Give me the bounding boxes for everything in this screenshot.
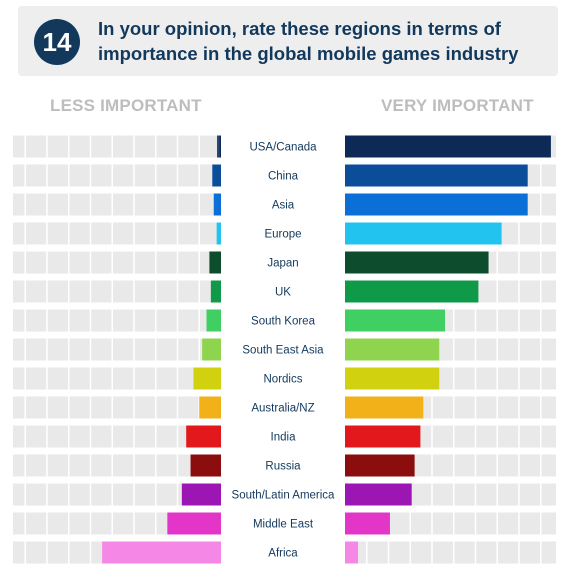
left-track [13, 367, 221, 390]
category-label: South/Latin America [232, 490, 336, 502]
question-number-badge: 14 [34, 19, 80, 65]
left-track [13, 251, 221, 274]
category-label: Middle East [253, 519, 314, 531]
left-track [13, 338, 221, 361]
right-track [345, 512, 556, 535]
right-axis-marker [345, 164, 349, 187]
left-axis-marker [217, 425, 221, 448]
left-axis-marker [217, 338, 221, 361]
left-track [13, 396, 221, 419]
bar-very-important [345, 251, 489, 274]
right-axis-marker [345, 135, 349, 158]
bar-very-important [345, 454, 415, 477]
left-track [13, 309, 221, 332]
left-axis-marker [217, 483, 221, 506]
category-label: USA/Canada [249, 142, 317, 154]
bar-very-important [345, 367, 440, 390]
right-axis-marker [345, 251, 349, 274]
bar-very-important [345, 222, 502, 245]
category-label: Europe [264, 229, 301, 241]
left-track [13, 222, 221, 245]
bar-very-important [345, 135, 551, 158]
category-label: Asia [272, 200, 295, 212]
bar-less-important [193, 367, 221, 390]
question-title: In your opinion, rate these regions in t… [98, 18, 519, 64]
bar-less-important [190, 454, 221, 477]
left-axis-marker [217, 454, 221, 477]
bar-less-important [209, 251, 221, 274]
right-axis-marker [345, 193, 349, 216]
left-axis-marker [217, 367, 221, 390]
bar-very-important [345, 193, 528, 216]
category-label: South Korea [251, 316, 316, 328]
left-axis-marker [217, 309, 221, 332]
left-track [13, 280, 221, 303]
right-axis-marker [345, 280, 349, 303]
right-axis-marker [345, 541, 349, 564]
right-axis-marker [345, 396, 349, 419]
bar-very-important [345, 396, 424, 419]
bar-less-important [212, 164, 221, 187]
category-label: Australia/NZ [251, 403, 314, 415]
category-label: Japan [267, 258, 298, 270]
very-important-label: VERY IMPORTANT [381, 96, 534, 115]
bar-very-important [345, 164, 528, 187]
right-axis-marker [345, 512, 349, 535]
left-axis-marker [217, 193, 221, 216]
left-axis-marker [217, 280, 221, 303]
bar-very-important [345, 483, 412, 506]
category-label: Nordics [264, 374, 303, 386]
left-axis-marker [217, 251, 221, 274]
left-axis-marker [217, 222, 221, 245]
right-axis-marker [345, 483, 349, 506]
left-track [13, 164, 221, 187]
left-axis-marker [217, 512, 221, 535]
bar-less-important [202, 338, 221, 361]
bar-less-important [210, 280, 221, 303]
left-axis-marker [217, 164, 221, 187]
category-label: Africa [268, 548, 298, 560]
left-track [13, 454, 221, 477]
less-important-label: LESS IMPORTANT [50, 96, 202, 115]
bar-very-important [345, 280, 479, 303]
bar-less-important [167, 512, 221, 535]
right-axis-marker [345, 338, 349, 361]
right-axis-marker [345, 367, 349, 390]
question-header: 14 In your opinion, rate these regions i… [18, 6, 558, 76]
left-axis-marker [217, 396, 221, 419]
left-track [13, 193, 221, 216]
left-axis-marker [217, 135, 221, 158]
right-axis-marker [345, 454, 349, 477]
right-axis-marker [345, 425, 349, 448]
category-label: India [271, 432, 297, 444]
category-label: UK [275, 287, 291, 299]
bar-very-important [345, 425, 421, 448]
bar-less-important [102, 541, 221, 564]
right-axis-marker [345, 222, 349, 245]
bar-less-important [186, 425, 221, 448]
bar-very-important [345, 309, 446, 332]
left-track [13, 425, 221, 448]
category-label: China [268, 171, 299, 183]
left-axis-marker [217, 541, 221, 564]
right-track [345, 541, 556, 564]
bar-very-important [345, 338, 440, 361]
right-axis-marker [345, 309, 349, 332]
left-track [13, 483, 221, 506]
category-label: South East Asia [242, 345, 324, 357]
left-track [13, 135, 221, 158]
bar-less-important [181, 483, 221, 506]
category-label: Russia [265, 461, 301, 473]
bar-less-important [199, 396, 221, 419]
bar-very-important [345, 512, 390, 535]
